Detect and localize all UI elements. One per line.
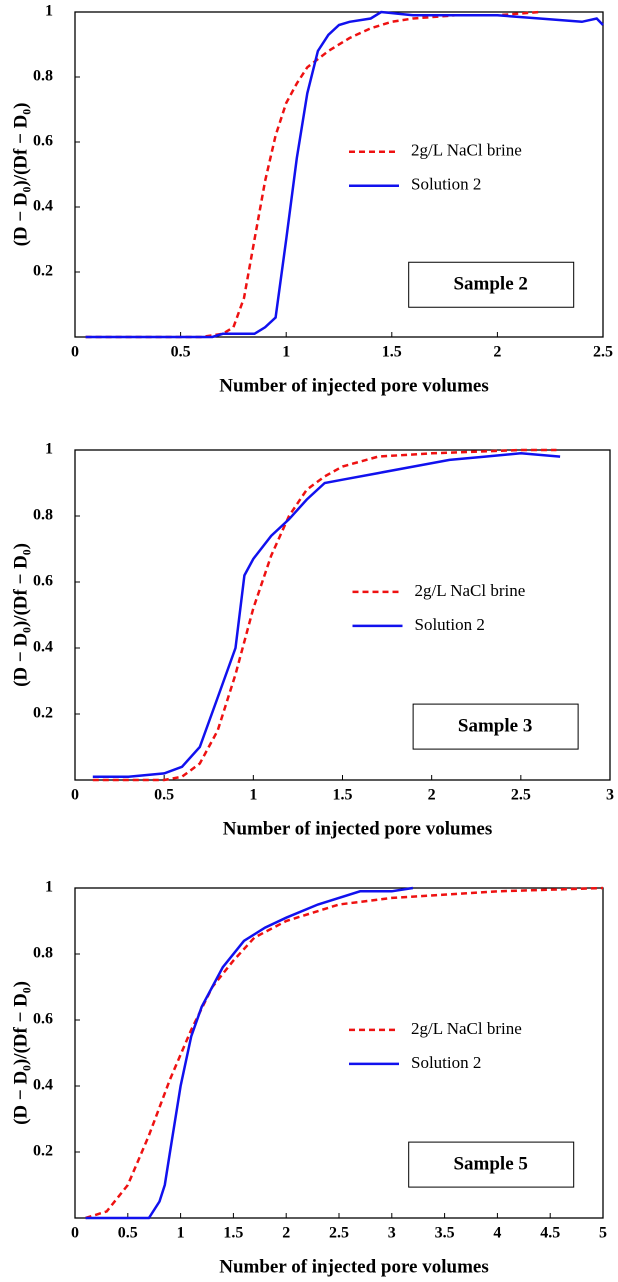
x-tick-label: 2 [493, 344, 501, 361]
y-tick-label: 0.2 [33, 263, 53, 280]
y-tick-label: 0.8 [33, 945, 53, 962]
annotation-box [408, 1141, 575, 1188]
series-line [92, 452, 561, 778]
y-tick-label: 0.2 [33, 705, 53, 722]
y-tick-label: 0.6 [33, 573, 53, 590]
y-axis-title: (D − D₀)/(Df − D₀) [10, 103, 31, 247]
legend-label: Solution 2 [411, 1053, 481, 1072]
y-tick-label: 0.4 [33, 198, 53, 215]
x-tick-label: 0.5 [171, 344, 191, 361]
x-tick-label: 2.5 [593, 344, 613, 361]
annotation: Sample 3 [458, 715, 532, 736]
x-axis-title: Number of injected pore volumes [219, 1256, 489, 1277]
x-tick-label: 3 [606, 787, 614, 804]
subplot: 0 0.5 1 1.5 2 2.5 0.2 0.4 0.6 0.8 1 Number of injec… [10, 3, 613, 397]
legend-label: 2g/L NaCl brine [415, 581, 526, 600]
x-tick-label: 0.5 [118, 1225, 138, 1242]
y-tick-label: 0.4 [33, 639, 53, 656]
x-tick-label: 5 [599, 1225, 607, 1242]
y-tick-label: 0.8 [33, 68, 53, 85]
x-tick-label: 1 [249, 787, 257, 804]
y-axis-title: (D − D₀)/(Df − D₀) [10, 543, 31, 687]
x-tick-label: 1.5 [382, 344, 402, 361]
y-tick-label: 1 [45, 879, 53, 896]
x-tick-label: 1 [177, 1225, 185, 1242]
y-tick-label: 0.4 [33, 1077, 53, 1094]
x-tick-label: 3.5 [435, 1225, 455, 1242]
series-line [92, 448, 557, 782]
legend-label: Solution 2 [415, 615, 485, 634]
y-tick-label: 1 [45, 441, 53, 458]
legend-label: Solution 2 [411, 175, 481, 194]
annotation-box [412, 703, 579, 750]
x-tick-label: 3 [388, 1225, 396, 1242]
subplot: 0 0.5 1 1.5 2 2.5 3 3.5 4 4.5 5 0.2 0.4 0.6 0.8 1 Number… [10, 879, 607, 1278]
y-tick-label: 0.6 [33, 1011, 53, 1028]
x-tick-label: 1 [282, 344, 290, 361]
x-tick-label: 2.5 [511, 787, 531, 804]
annotation: Sample 2 [453, 274, 527, 295]
y-tick-label: 1 [45, 3, 53, 20]
x-tick-label: 1.5 [333, 787, 353, 804]
x-tick-label: 1.5 [223, 1225, 243, 1242]
annotation: Sample 5 [453, 1153, 527, 1174]
x-tick-label: 4.5 [540, 1225, 560, 1242]
series-line [85, 10, 604, 339]
x-tick-label: 0 [71, 787, 79, 804]
x-axis-title: Number of injected pore volumes [219, 375, 489, 396]
y-tick-label: 0.2 [33, 1143, 53, 1160]
series-line [85, 10, 540, 339]
annotation-box [408, 261, 575, 308]
plot-frame [74, 11, 604, 338]
x-tick-label: 2.5 [329, 1225, 349, 1242]
x-tick-label: 0 [71, 344, 79, 361]
x-tick-label: 0.5 [154, 787, 174, 804]
legend-label: 2g/L NaCl brine [411, 141, 522, 160]
x-tick-label: 2 [428, 787, 436, 804]
series-line [85, 886, 604, 1220]
x-tick-label: 0 [71, 1225, 79, 1242]
y-axis-title: (D − D₀)/(Df − D₀) [10, 981, 31, 1125]
legend-label: 2g/L NaCl brine [411, 1019, 522, 1038]
series-line [85, 886, 414, 1220]
y-tick-label: 0.8 [33, 507, 53, 524]
y-tick-label: 0.6 [33, 133, 53, 150]
x-tick-label: 2 [282, 1225, 290, 1242]
x-axis-title: Number of injected pore volumes [223, 818, 493, 839]
x-tick-label: 4 [493, 1225, 501, 1242]
subplot: 0 0.5 1 1.5 2 2.5 3 0.2 0.4 0.6 0.8 1 Number of inje… [10, 441, 614, 840]
